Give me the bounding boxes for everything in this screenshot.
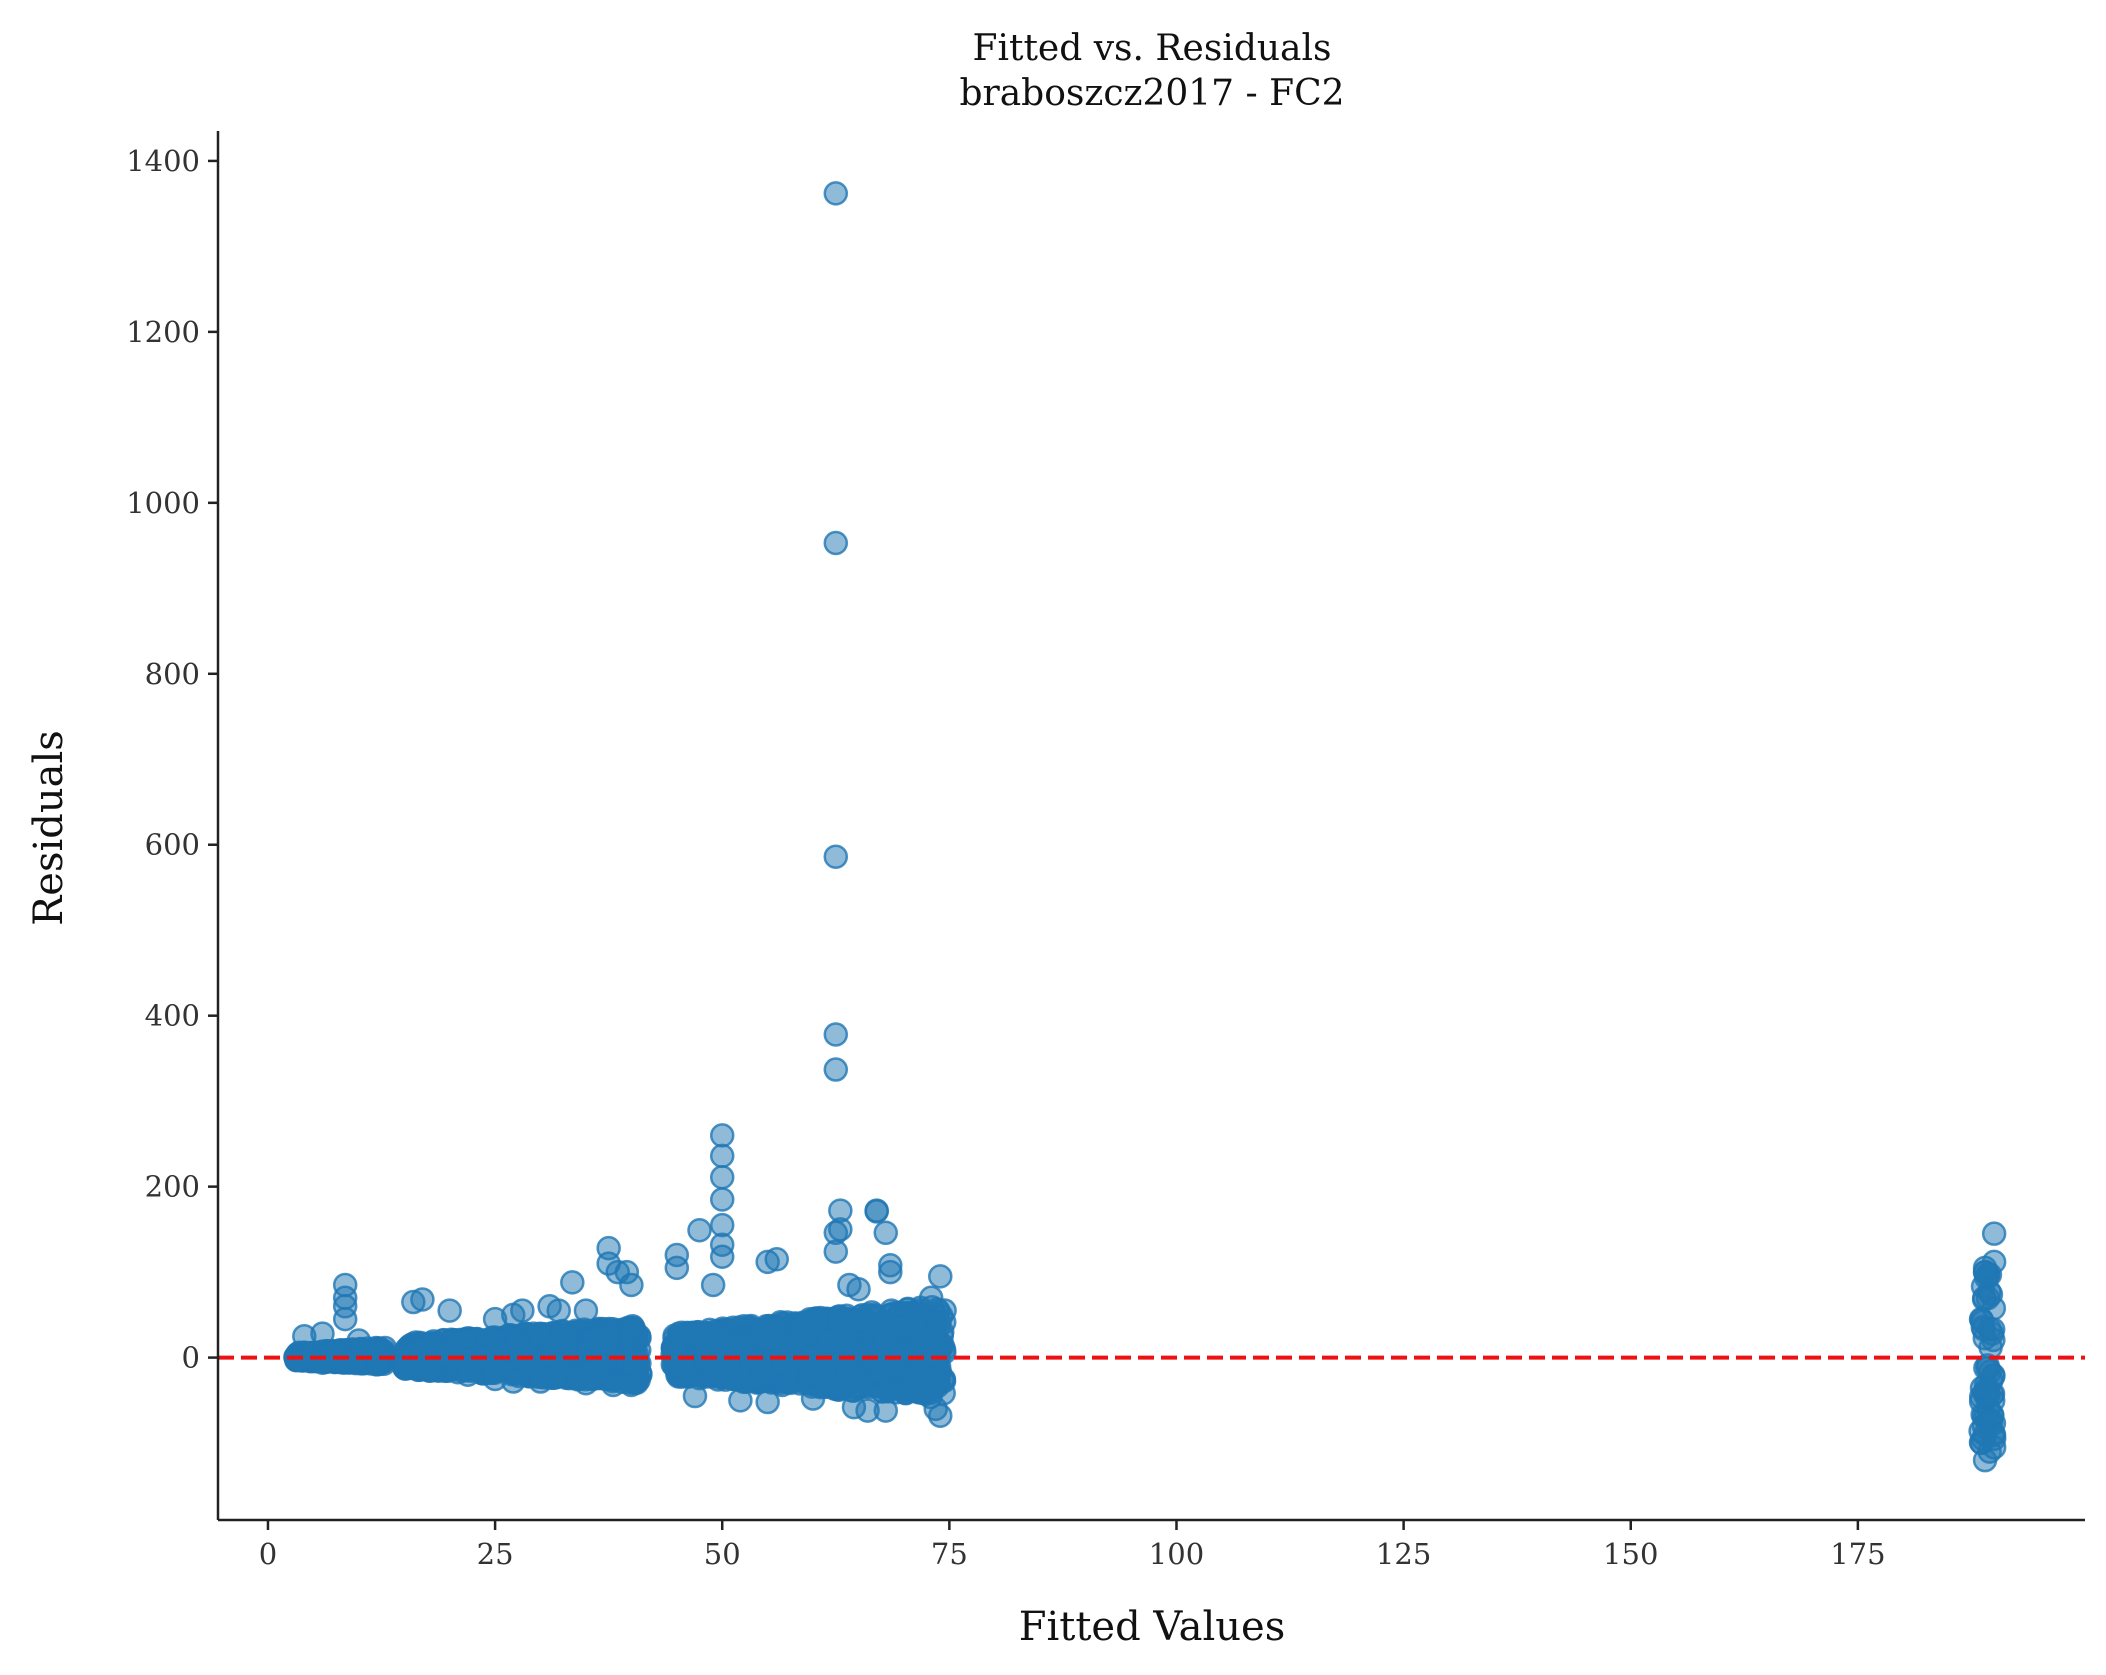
data-point <box>828 1217 853 1242</box>
data-point <box>764 1247 789 1272</box>
data-point <box>755 1389 780 1415</box>
data-point <box>705 1336 730 1361</box>
data-point <box>800 1386 826 1411</box>
data-point <box>670 1353 696 1378</box>
x-tick-label: 100 <box>1149 1537 1204 1571</box>
data-point <box>927 1310 952 1336</box>
chart-subtitle: braboszcz2017 - FC2 <box>959 73 1344 114</box>
data-point <box>709 1187 735 1212</box>
data-point <box>709 1244 735 1269</box>
data-point <box>823 1057 849 1082</box>
data-point <box>619 1272 644 1298</box>
data-point <box>292 1347 317 1373</box>
y-tick-label: 400 <box>145 999 200 1033</box>
data-point <box>848 1308 873 1333</box>
data-point <box>823 844 849 869</box>
y-tick-label: 0 <box>182 1341 200 1375</box>
data-points <box>283 181 2007 1473</box>
data-point <box>482 1366 508 1392</box>
data-point <box>835 1360 860 1386</box>
data-point <box>346 1328 372 1353</box>
y-tick-label: 1400 <box>126 144 200 178</box>
data-point <box>841 1394 867 1420</box>
x-axis-ticks: 0 25 50 75 100 125 150 175 <box>259 1520 1886 1571</box>
y-tick-label: 200 <box>145 1170 200 1204</box>
x-tick-label: 75 <box>931 1537 968 1571</box>
data-point <box>546 1298 571 1323</box>
data-point <box>902 1310 927 1336</box>
data-point <box>923 1396 948 1422</box>
data-point <box>332 1306 358 1332</box>
data-point <box>391 1355 417 1381</box>
data-point <box>700 1272 726 1298</box>
data-point <box>790 1314 815 1339</box>
data-point <box>1972 1259 1998 1285</box>
data-point <box>1969 1375 1995 1401</box>
data-point <box>823 1022 849 1047</box>
data-point <box>1980 1317 2006 1342</box>
data-point <box>709 1143 735 1169</box>
y-axis-label: Residuals <box>26 730 72 926</box>
data-point <box>664 1255 690 1281</box>
data-point <box>864 1199 889 1224</box>
data-point <box>505 1327 530 1353</box>
data-point <box>755 1328 780 1354</box>
data-point <box>823 1239 849 1264</box>
data-point <box>573 1298 599 1323</box>
data-point <box>712 1360 738 1385</box>
data-point <box>798 1361 824 1386</box>
x-tick-label: 125 <box>1376 1537 1431 1571</box>
data-point <box>617 1317 643 1342</box>
data-point <box>455 1362 481 1387</box>
data-point <box>437 1298 462 1323</box>
data-point <box>687 1217 712 1243</box>
data-point <box>580 1327 605 1353</box>
x-tick-label: 175 <box>1830 1537 1885 1571</box>
data-point <box>823 530 849 556</box>
data-point <box>823 181 849 206</box>
data-point <box>873 1220 899 1246</box>
data-point <box>709 1123 735 1148</box>
data-point <box>918 1285 944 1311</box>
chart-title: Fitted vs. Residuals <box>973 28 1332 69</box>
data-point <box>846 1276 871 1302</box>
data-point <box>510 1298 535 1323</box>
data-point <box>867 1361 892 1386</box>
data-point <box>419 1358 444 1383</box>
data-point <box>728 1388 753 1413</box>
data-point <box>747 1366 773 1391</box>
x-tick-label: 0 <box>259 1537 277 1571</box>
data-point <box>817 1329 843 1354</box>
data-point <box>573 1370 599 1396</box>
data-point <box>528 1369 553 1394</box>
x-axis-label: Fitted Values <box>1019 1604 1286 1650</box>
y-tick-label: 1000 <box>126 486 200 520</box>
data-point <box>709 1164 735 1190</box>
data-point <box>600 1372 626 1398</box>
data-point <box>1981 1295 2007 1321</box>
data-point <box>905 1379 931 1404</box>
y-tick-label: 1200 <box>126 315 200 349</box>
y-tick-label: 600 <box>145 828 200 862</box>
x-tick-label: 25 <box>477 1537 514 1571</box>
data-point <box>527 1321 553 1346</box>
y-tick-label: 800 <box>145 657 200 691</box>
data-point <box>410 1287 435 1312</box>
data-point <box>1981 1221 2007 1246</box>
data-point <box>310 1321 335 1346</box>
x-tick-label: 50 <box>704 1537 741 1571</box>
y-axis-ticks: 0 200 400 600 800 1000 1200 1400 <box>126 144 218 1375</box>
data-point <box>1972 1422 1998 1447</box>
data-point <box>878 1259 903 1285</box>
data-point <box>560 1270 585 1295</box>
data-point <box>682 1383 708 1409</box>
data-point <box>928 1264 953 1289</box>
x-tick-label: 150 <box>1603 1537 1658 1571</box>
